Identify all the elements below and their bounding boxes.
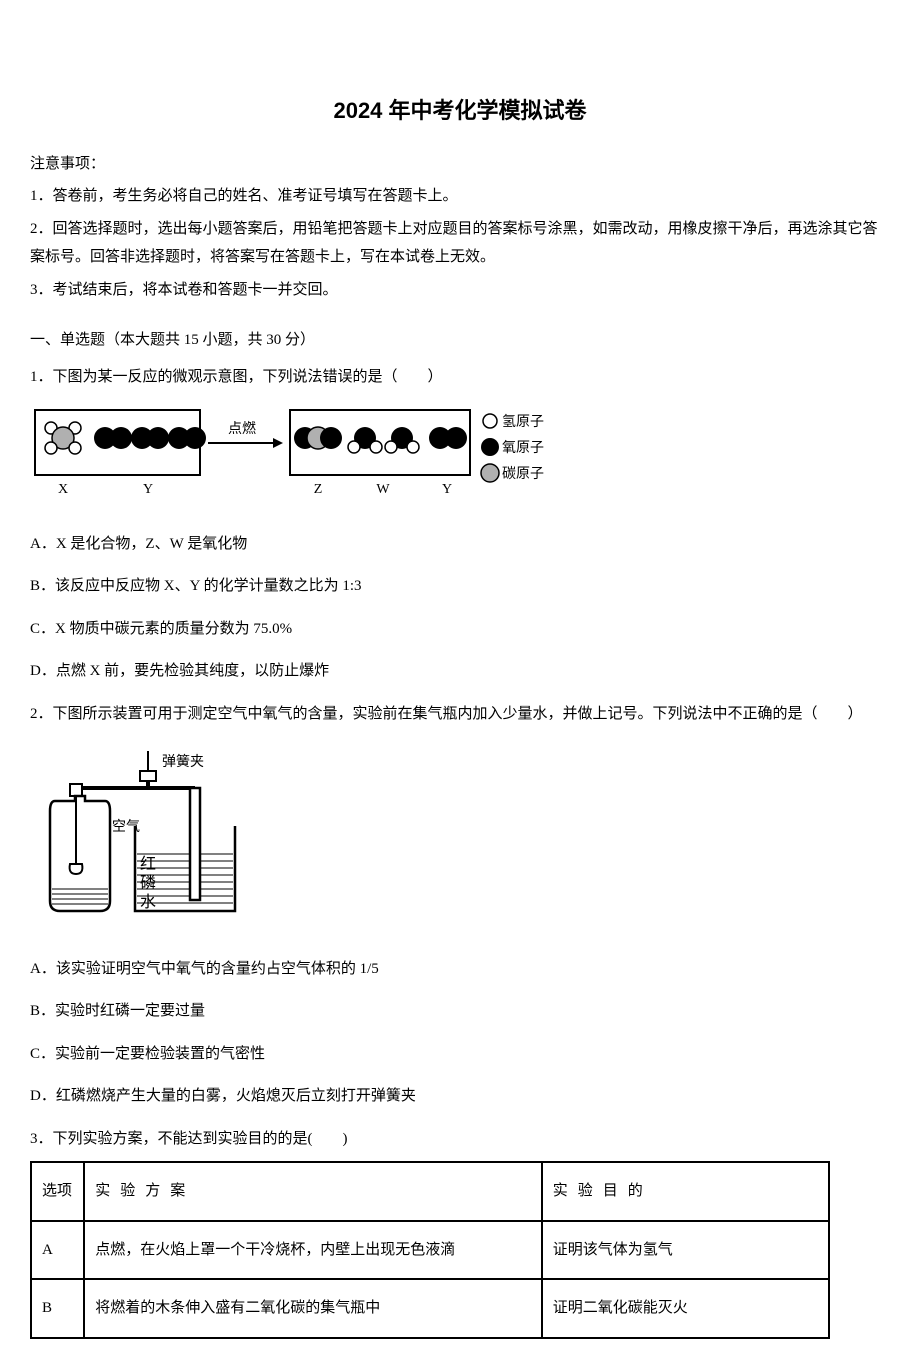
q1-option-d: D．点燃 X 前，要先检验其纯度，以防止爆炸	[30, 657, 890, 686]
cell-purpose-a: 证明该气体为氢气	[542, 1221, 829, 1280]
q2-option-d: D．红磷燃烧产生大量的白雾，火焰熄灭后立刻打开弹簧夹	[30, 1082, 890, 1111]
section-1-header: 一、单选题（本大题共 15 小题，共 30 分）	[30, 326, 890, 355]
label-y2: Y	[442, 482, 452, 497]
beaker-icon	[135, 788, 235, 911]
q2-diagram: 弹簧夹	[40, 746, 890, 937]
label-air: 空气	[112, 819, 140, 835]
page-title: 2024 年中考化学模拟试卷	[30, 90, 890, 132]
q1-option-b: B．该反应中反应物 X、Y 的化学计量数之比为 1:3	[30, 572, 890, 601]
cell-opt-a: A	[31, 1221, 84, 1280]
notice-1: 1．答卷前，考生务必将自己的姓名、准考证号填写在答题卡上。	[30, 182, 890, 211]
q3-table: 选项 实验方案 实验目的 A 点燃，在火焰上罩一个干冷烧杯，内壁上出现无色液滴 …	[30, 1161, 830, 1339]
th-scheme: 实验方案	[84, 1162, 542, 1221]
q1-stem: 1．下图为某一反应的微观示意图，下列说法错误的是（ ）	[30, 363, 890, 392]
q1-option-a: A．X 是化合物，Z、W 是氧化物	[30, 530, 890, 559]
cell-opt-b: B	[31, 1279, 84, 1338]
spring-clip-icon	[140, 751, 156, 781]
notice-header: 注意事项：	[30, 150, 890, 179]
label-clip: 弹簧夹	[162, 754, 204, 770]
notice-3: 3．考试结束后，将本试卷和答题卡一并交回。	[30, 276, 890, 305]
svg-text:碳原子: 碳原子	[502, 466, 544, 482]
table-row: B 将燃着的木条伸入盛有二氧化碳的集气瓶中 证明二氧化碳能灭火	[31, 1279, 829, 1338]
q1-option-c: C．X 物质中碳元素的质量分数为 75.0%	[30, 615, 890, 644]
flask-icon	[50, 784, 110, 911]
th-opt: 选项	[31, 1162, 84, 1221]
table-row: A 点燃，在火焰上罩一个干冷烧杯，内壁上出现无色液滴 证明该气体为氢气	[31, 1221, 829, 1280]
legend-o: 氧原子	[481, 438, 544, 456]
q2-option-b: B．实验时红磷一定要过量	[30, 997, 890, 1026]
cell-scheme-a: 点燃，在火焰上罩一个干冷烧杯，内壁上出现无色液滴	[84, 1221, 542, 1280]
q2-stem: 2．下图所示装置可用于测定空气中氧气的含量，实验前在集气瓶内加入少量水，并做上记…	[30, 700, 890, 729]
svg-text:氢原子: 氢原子	[502, 414, 544, 430]
q3-stem: 3．下列实验方案，不能达到实验目的的是( )	[30, 1125, 890, 1154]
arrow-icon	[208, 438, 283, 448]
label-z: Z	[314, 482, 323, 497]
label-y: Y	[143, 482, 153, 497]
cell-scheme-b: 将燃着的木条伸入盛有二氧化碳的集气瓶中	[84, 1279, 542, 1338]
th-purpose: 实验目的	[542, 1162, 829, 1221]
q1-diagram: X Y 点燃 Z W Y 氢原子	[30, 405, 890, 516]
label-phos-1: 红	[140, 855, 156, 873]
legend-h: 氢原子	[483, 414, 544, 430]
label-water: 水	[140, 893, 156, 911]
svg-text:氧原子: 氧原子	[502, 440, 544, 456]
notice-2: 2．回答选择题时，选出每小题答案后，用铅笔把答题卡上对应题目的答案标号涂黑，如需…	[30, 215, 890, 272]
label-w: W	[376, 482, 390, 497]
cell-purpose-b: 证明二氧化碳能灭火	[542, 1279, 829, 1338]
legend-c: 碳原子	[481, 464, 544, 482]
q2-option-a: A．该实验证明空气中氧气的含量约占空气体积的 1/5	[30, 955, 890, 984]
label-x: X	[58, 482, 68, 497]
label-phos-2: 磷	[140, 874, 156, 892]
q2-option-c: C．实验前一定要检验装置的气密性	[30, 1040, 890, 1069]
arrow-label: 点燃	[228, 420, 256, 437]
table-header-row: 选项 实验方案 实验目的	[31, 1162, 829, 1221]
